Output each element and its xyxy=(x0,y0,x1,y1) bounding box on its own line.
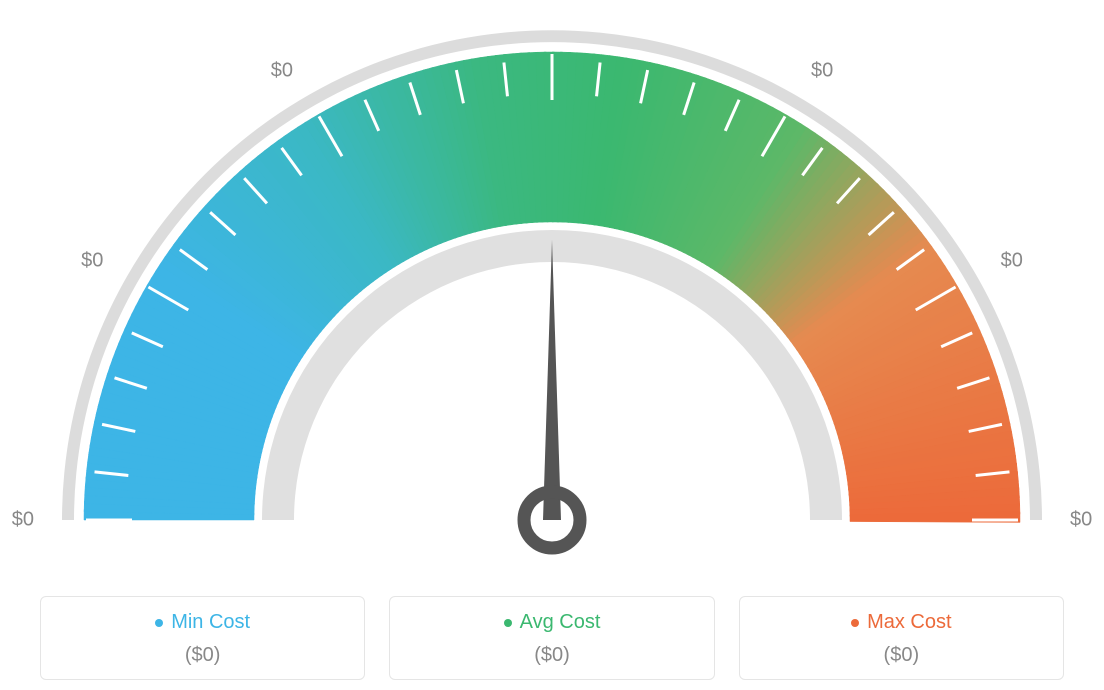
gauge-outer-label: $0 xyxy=(271,60,293,83)
legend-row: Min Cost ($0) Avg Cost ($0) Max Cost ($0… xyxy=(40,596,1064,680)
legend-title-max: Max Cost xyxy=(851,611,951,634)
legend-title-min: Min Cost xyxy=(155,611,250,634)
gauge-svg xyxy=(0,0,1104,560)
legend-title-avg: Avg Cost xyxy=(504,611,601,634)
legend-card-min: Min Cost ($0) xyxy=(40,596,365,680)
legend-value-min: ($0) xyxy=(51,644,354,667)
legend-label-min: Min Cost xyxy=(171,611,250,634)
gauge-area: $0 $0 $0 $0 $0 $0 $0 xyxy=(0,0,1104,560)
gauge-chart-container: $0 $0 $0 $0 $0 $0 $0 Min Cost ($0) Avg Cost ($… xyxy=(0,0,1104,690)
legend-card-avg: Avg Cost ($0) xyxy=(389,596,714,680)
legend-dot-max xyxy=(851,619,859,627)
gauge-outer-label: $0 xyxy=(541,0,563,2)
gauge-outer-label: $0 xyxy=(1070,509,1092,532)
legend-value-avg: ($0) xyxy=(400,644,703,667)
gauge-outer-label: $0 xyxy=(811,60,833,83)
legend-dot-min xyxy=(155,619,163,627)
legend-value-max: ($0) xyxy=(750,644,1053,667)
legend-dot-avg xyxy=(504,619,512,627)
gauge-outer-label: $0 xyxy=(12,509,34,532)
legend-label-max: Max Cost xyxy=(867,611,951,634)
legend-card-max: Max Cost ($0) xyxy=(739,596,1064,680)
gauge-outer-label: $0 xyxy=(1001,250,1023,273)
gauge-outer-label: $0 xyxy=(81,250,103,273)
legend-label-avg: Avg Cost xyxy=(520,611,601,634)
